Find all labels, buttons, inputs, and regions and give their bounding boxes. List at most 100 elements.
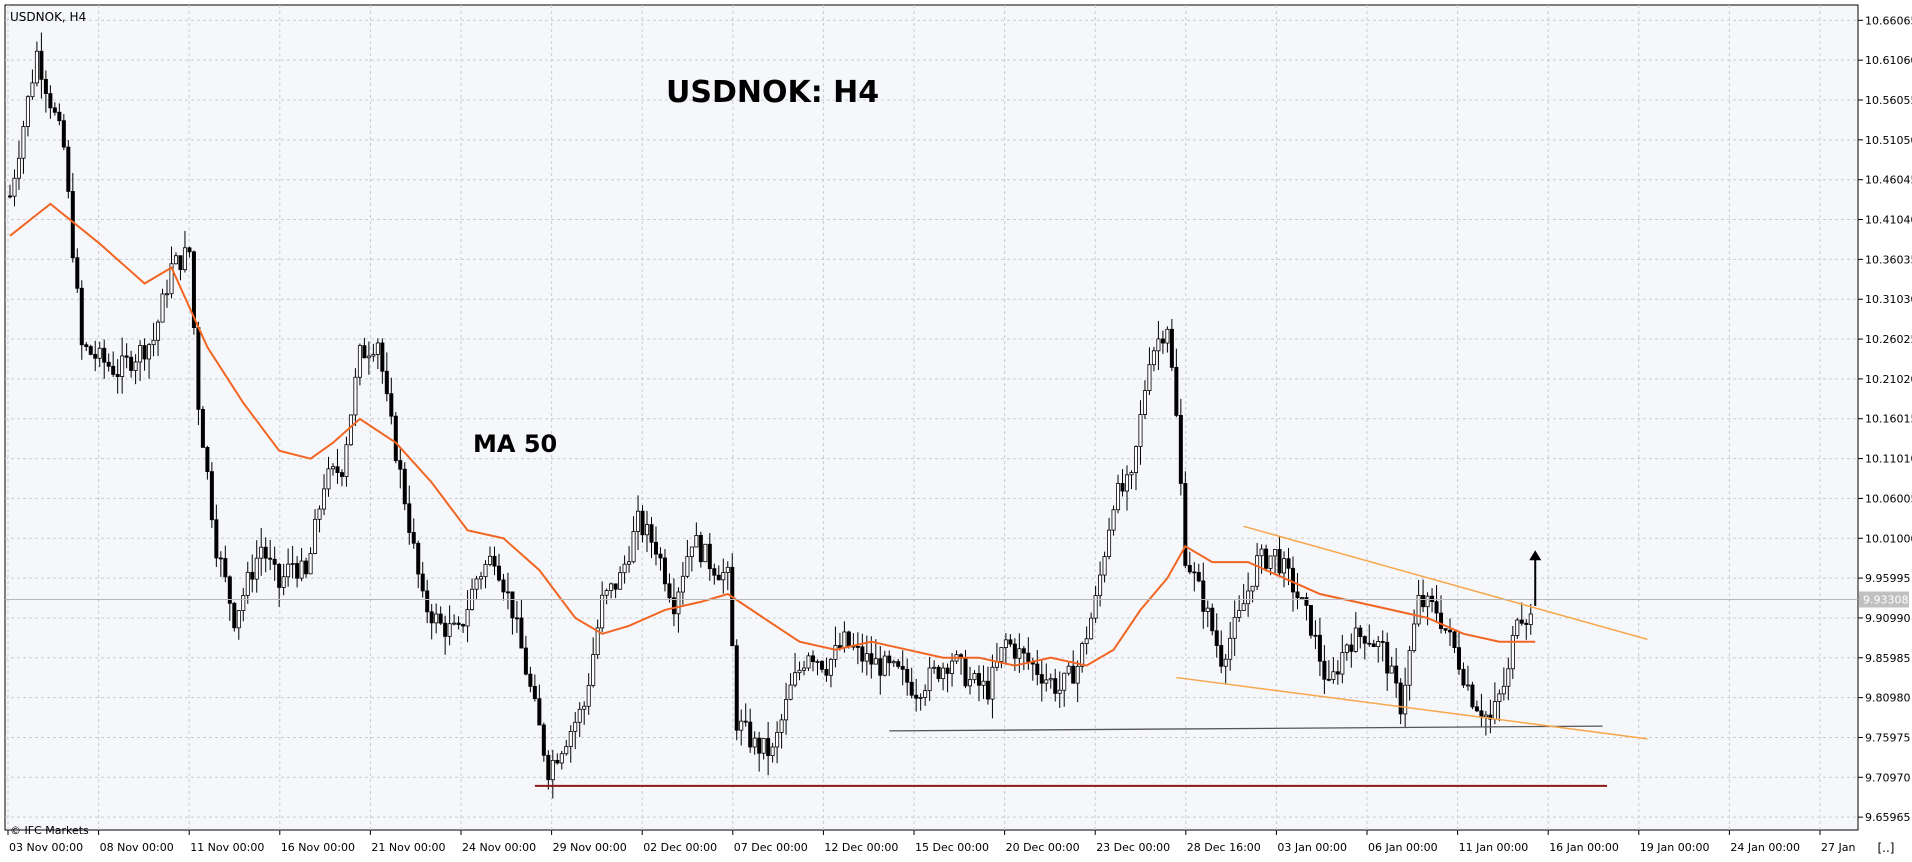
candle-body: [1394, 665, 1399, 684]
candle-body: [1264, 548, 1269, 569]
candle-body: [25, 96, 30, 127]
candle-body: [609, 583, 614, 591]
candle-body: [1448, 629, 1453, 633]
candle-body: [1407, 650, 1412, 686]
candle-body: [281, 576, 286, 588]
candle-body: [1160, 338, 1165, 344]
candle-body: [900, 666, 905, 670]
y-tick-label: 10.31030: [1865, 293, 1912, 306]
ma50-line: [9, 202, 1536, 667]
x-tick-label: 21 Nov 00:00: [371, 841, 445, 854]
candle-body: [218, 557, 223, 560]
candle-body: [1255, 555, 1260, 587]
candle-body: [779, 719, 784, 733]
y-tick-label: 10.16015: [1865, 413, 1912, 426]
trend-lines: 9.93308: [5, 525, 1909, 787]
candle-body: [981, 680, 986, 686]
candle-body: [1362, 636, 1367, 644]
candle-body: [1223, 658, 1228, 667]
candle-body: [1421, 595, 1426, 608]
candle-body: [976, 673, 981, 686]
candle-body: [1165, 328, 1170, 344]
candle-body: [1430, 595, 1435, 603]
candle-body: [595, 627, 600, 656]
candle-body: [568, 730, 573, 747]
candle-body: [1335, 671, 1340, 675]
candle-body: [1098, 574, 1103, 596]
candle-body: [407, 503, 412, 533]
y-tick-label: 10.46045: [1865, 174, 1912, 187]
symbol-label: USDNOK, H4: [10, 10, 86, 24]
candle-body: [1510, 635, 1515, 670]
candle-body: [1187, 565, 1192, 573]
candle-body: [671, 597, 676, 615]
candle-body: [649, 524, 654, 543]
candle-body: [743, 720, 748, 723]
candle-body: [1412, 623, 1417, 651]
candle-body: [927, 667, 932, 692]
candle-body: [694, 535, 699, 548]
candle-body: [1268, 555, 1273, 569]
candle-body: [645, 524, 650, 536]
candle-body: [936, 666, 941, 679]
corner-button-label[interactable]: [..]: [1878, 841, 1895, 855]
candle-body: [1021, 648, 1026, 654]
y-tick-label: 10.06005: [1865, 492, 1912, 505]
candle-body: [348, 414, 353, 446]
y-tick-label: 10.01000: [1865, 532, 1912, 545]
candle-body: [1497, 693, 1502, 702]
candle-body: [200, 408, 205, 448]
candle-body: [1434, 601, 1439, 614]
up-arrow-head: [1529, 550, 1542, 561]
candle-body: [1138, 414, 1143, 447]
current-price-tag: [1859, 591, 1909, 608]
candle-body: [245, 571, 250, 596]
candle-body: [788, 684, 793, 700]
candle-body: [384, 370, 389, 395]
candle-body: [1039, 674, 1044, 684]
candle-body: [1210, 607, 1215, 632]
candle-body: [1344, 644, 1349, 653]
candle-body: [353, 376, 358, 416]
candle-body: [1250, 585, 1255, 592]
candle-body: [34, 50, 39, 84]
candle-body: [860, 646, 865, 662]
candle-body: [241, 595, 246, 611]
candle-body: [752, 737, 757, 748]
candle-body: [61, 120, 66, 148]
candle-body: [425, 590, 430, 613]
candle-body: [429, 611, 434, 624]
candle-body: [667, 583, 672, 599]
candle-body: [1479, 710, 1484, 718]
lower-channel-line: [1176, 676, 1648, 740]
candle-body: [182, 247, 187, 271]
candle-body: [1326, 678, 1331, 681]
candle-body: [990, 666, 995, 700]
candle-body: [1012, 643, 1017, 659]
candle-body: [160, 293, 165, 323]
candle-body: [1506, 668, 1511, 687]
candle-body: [1474, 706, 1479, 712]
candle-body: [488, 555, 493, 565]
candle-body: [1483, 714, 1488, 718]
candle-body: [393, 415, 398, 461]
candle-body: [1519, 619, 1524, 624]
candle-body: [1026, 652, 1031, 662]
candle-body: [972, 673, 977, 681]
candle-body: [389, 393, 394, 417]
candle-body: [7, 195, 12, 198]
candle-body: [622, 563, 627, 574]
candle-body: [205, 447, 210, 473]
candle-body: [111, 365, 116, 375]
candle-body: [443, 622, 448, 637]
candle-body: [483, 564, 488, 578]
candle-body: [129, 356, 134, 371]
candle-body: [277, 563, 282, 588]
candle-body: [209, 471, 214, 521]
candle-body: [707, 543, 712, 570]
candle-body: [761, 738, 766, 754]
candle-body: [523, 647, 528, 675]
candle-body: [313, 518, 318, 554]
corner-button[interactable]: [1859, 834, 1911, 856]
candle-body: [12, 177, 17, 197]
